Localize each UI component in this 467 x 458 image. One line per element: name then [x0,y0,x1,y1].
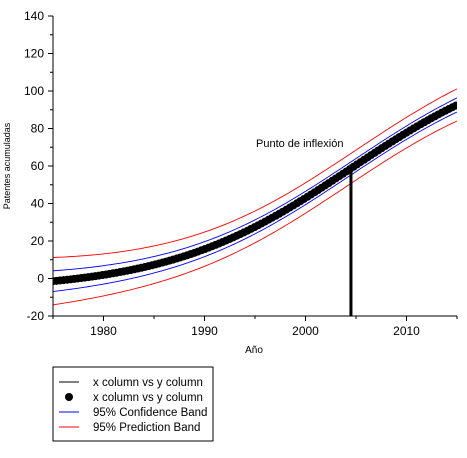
legend-label: x column vs y column [93,392,203,404]
marker-series [53,101,457,286]
y-tick-label: 20 [31,234,45,248]
x-axis-title: Año [245,345,263,356]
x-tick-label: 1980 [90,324,117,338]
legend-label: 95% Prediction Band [93,422,200,434]
legend-box [52,366,214,442]
prediction-band-lower [53,120,457,306]
confidence-band-lower [53,111,457,292]
y-tick-label: 100 [24,84,44,98]
y-tick-label: 140 [24,9,44,23]
data-point [451,101,457,110]
legend: x column vs y column x column vs y column… [52,366,214,442]
y-axis-title: Patentes acumuladas [2,122,12,209]
prediction-band-upper [53,88,457,258]
y-tick-label: 80 [31,122,45,136]
y-tick-label: 60 [31,159,45,173]
x-tick-label: 2010 [393,324,420,338]
y-tick-label: 40 [31,197,45,211]
legend-marker-dot [65,393,73,401]
inflection-annotation: Punto de inflexión [256,138,343,150]
x-tick-label: 2000 [292,324,319,338]
x-tick-label: 1990 [191,324,218,338]
axes: -20 0 20 40 60 80 100 120 140 1980 1990 2000 2010 [24,9,458,338]
legend-label: 95% Confidence Band [93,407,207,419]
fit-line [53,104,457,282]
y-tick-label: 120 [24,47,44,61]
y-tick-label: 0 [37,272,44,286]
confidence-band-upper [53,97,457,272]
plot-area [53,88,457,316]
curves [53,88,457,306]
legend-label: x column vs y column [93,377,203,389]
y-tick-label: -20 [27,309,45,323]
